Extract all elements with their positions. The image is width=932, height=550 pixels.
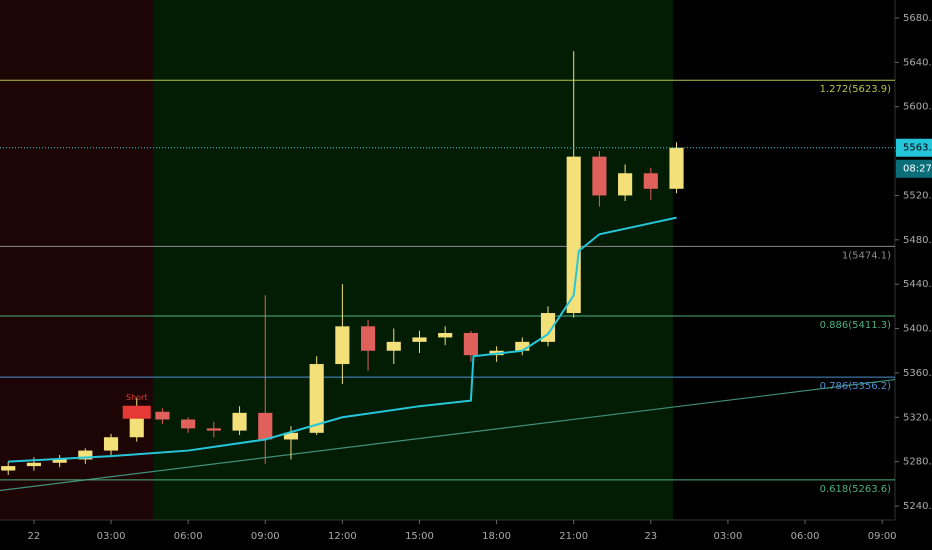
- y-tick-label: 5600.0: [903, 102, 932, 113]
- x-tick-label: 12:00: [328, 531, 357, 542]
- y-tick-label: 5400.0: [903, 324, 932, 335]
- y-tick-label: 5320.0: [903, 412, 932, 423]
- y-tick-label: 5240.0: [903, 501, 932, 512]
- candle-body: [515, 341, 530, 351]
- candle-body: [438, 332, 453, 338]
- x-tick-label: 21:00: [559, 531, 588, 542]
- y-tick-label: 5280.0: [903, 457, 932, 468]
- x-tick-label: 06:00: [791, 531, 820, 542]
- last-price-box: [896, 138, 932, 157]
- y-tick-label: 5640.0: [903, 57, 932, 68]
- candle-body: [52, 459, 67, 463]
- candle-body: [26, 462, 41, 467]
- signal-box: [122, 405, 151, 419]
- y-tick-label: 5440.0: [903, 279, 932, 290]
- candle-body: [618, 173, 633, 196]
- countdown-label: 08:27: [903, 164, 932, 175]
- x-tick-label: 15:00: [405, 531, 434, 542]
- candle-body: [386, 341, 401, 351]
- x-tick-label: 06:00: [174, 531, 203, 542]
- fib-label: 0.886(5411.3): [820, 320, 892, 331]
- candle-body: [540, 313, 556, 342]
- countdown-box: [896, 159, 932, 178]
- x-tick-label: 03:00: [714, 531, 743, 542]
- candle-body: [361, 326, 376, 351]
- candle-body: [643, 173, 658, 189]
- fib-label: 1.272(5623.9): [820, 84, 892, 95]
- fib-label: 1(5474.1): [842, 250, 891, 261]
- session-band: [0, 0, 153, 520]
- candle-body: [412, 337, 427, 342]
- y-tick-label: 5480.0: [903, 235, 932, 246]
- y-tick-label: 5520.0: [903, 190, 932, 201]
- candle-body: [258, 412, 273, 440]
- session-band: [152, 0, 673, 520]
- candle-body: [78, 450, 93, 460]
- trendline: [0, 378, 896, 492]
- candle-body: [283, 432, 299, 440]
- x-tick-label: 03:00: [97, 531, 126, 542]
- fib-label: 0.786(5356.2): [820, 381, 892, 392]
- x-tick-label: 09:00: [868, 531, 897, 542]
- x-tick-label: 18:00: [482, 531, 511, 542]
- x-tick-label: 22: [28, 531, 41, 542]
- candle-body: [206, 428, 221, 431]
- vwap-line: [8, 216, 677, 463]
- last-price-label: 5563.0: [903, 143, 932, 154]
- candle-body: [463, 332, 478, 356]
- candle-body: [181, 419, 196, 429]
- y-tick-label: 5360.0: [903, 368, 932, 379]
- x-tick-label: 23: [644, 531, 657, 542]
- signal-label: Short: [126, 393, 147, 402]
- candle-body: [232, 412, 247, 431]
- candle-body: [309, 364, 324, 433]
- candle-body: [155, 411, 170, 420]
- candle-body: [592, 156, 607, 196]
- x-tick-label: 09:00: [251, 531, 280, 542]
- candle-body: [103, 437, 119, 451]
- y-tick-label: 5680.0: [903, 13, 932, 24]
- candle-body: [335, 326, 350, 365]
- candle-body: [669, 147, 684, 189]
- candle-body: [566, 156, 581, 314]
- candle-body: [1, 466, 16, 471]
- fib-label: 0.618(5263.6): [820, 484, 892, 495]
